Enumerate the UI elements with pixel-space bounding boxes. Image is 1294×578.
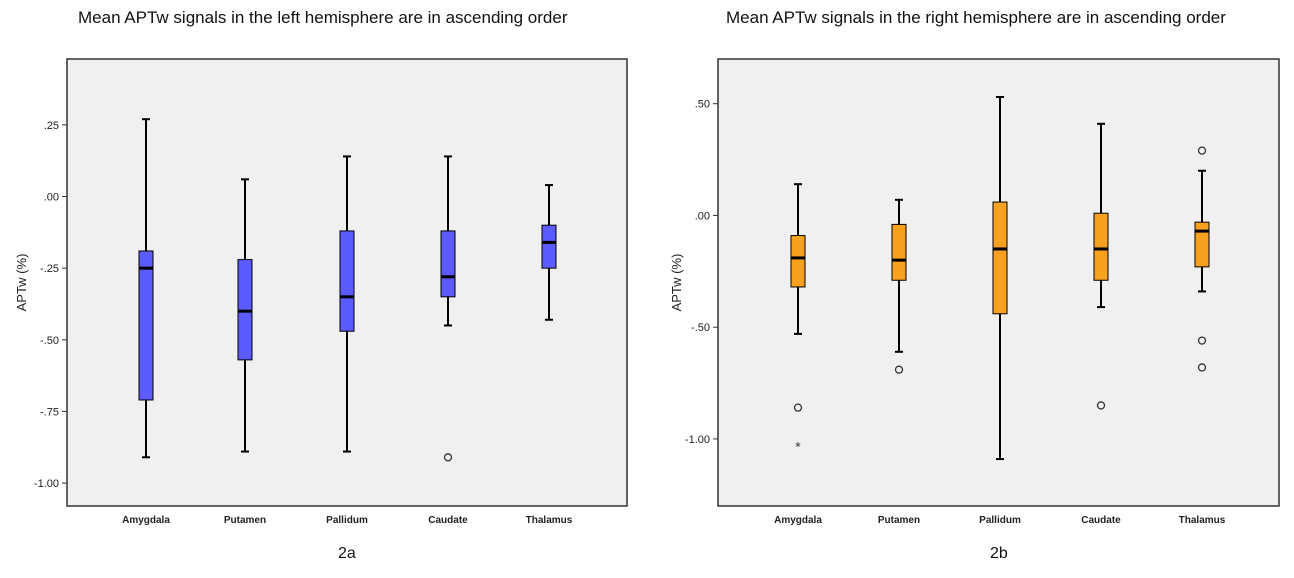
iqr-box xyxy=(339,230,355,332)
y-tick-label: -1.00 xyxy=(685,434,710,446)
x-tick-label: Thalamus xyxy=(1179,515,1226,526)
x-tick-label: Caudate xyxy=(428,515,468,526)
box-caudate xyxy=(440,155,456,462)
outlier-point xyxy=(1096,401,1106,410)
outlier-point xyxy=(443,453,453,462)
iqr-box xyxy=(1093,212,1109,281)
right-hemisphere-boxplot: .50 .00 -.50 -1.00 APTw (%) * Amygdala Putamen P… xyxy=(669,58,1280,526)
iqr-box xyxy=(891,223,907,281)
outlier-point xyxy=(1197,336,1207,345)
x-tick-label: Putamen xyxy=(224,515,266,526)
y-tick-label: -.25 xyxy=(40,263,59,275)
y-tick-label: -.50 xyxy=(40,335,59,347)
x-tick-label: Amygdala xyxy=(774,515,822,526)
x-tick-label: Thalamus xyxy=(526,515,573,526)
left-hemisphere-boxplot: .25 .00 -.25 -.50 -.75 -1.00 APTw (%) Amygdala P… xyxy=(14,58,628,526)
y-tick-label: .25 xyxy=(44,120,59,132)
box-amygdala: * xyxy=(790,183,806,455)
iqr-box xyxy=(440,230,456,298)
y-axis-label: APTw (%) xyxy=(14,254,29,312)
x-tick-label: Pallidum xyxy=(979,515,1021,526)
y-tick-label: -.50 xyxy=(691,322,710,334)
outlier-point xyxy=(1197,146,1207,155)
x-tick-label: Caudate xyxy=(1081,515,1121,526)
y-tick-label: .00 xyxy=(695,210,710,222)
x-tick-label: Putamen xyxy=(878,515,920,526)
outlier-point xyxy=(793,403,803,412)
figure-caption-2a: 2a xyxy=(338,545,356,562)
figure-caption-2b: 2b xyxy=(990,545,1008,562)
outlier-point xyxy=(894,365,904,374)
extreme-point: * xyxy=(795,439,801,455)
iqr-box xyxy=(1194,221,1210,268)
box-putamen xyxy=(237,178,253,453)
y-tick-label: .00 xyxy=(44,192,59,204)
y-tick-label: -.75 xyxy=(40,406,59,418)
chart-title-left: Mean APTw signals in the left hemisphere… xyxy=(78,8,568,27)
iqr-box xyxy=(790,235,806,288)
box-amygdala xyxy=(138,118,154,459)
x-tick-label: Amygdala xyxy=(122,515,170,526)
chart-title-right: Mean APTw signals in the right hemispher… xyxy=(726,8,1226,27)
box-putamen xyxy=(891,198,907,374)
box-pallidum xyxy=(339,155,355,453)
box-thalamus xyxy=(1194,146,1210,372)
y-tick-label: .50 xyxy=(695,99,710,111)
box-pallidum xyxy=(992,95,1008,461)
iqr-box xyxy=(992,201,1008,315)
x-tick-label: Pallidum xyxy=(326,515,368,526)
y-tick-label: -1.00 xyxy=(34,478,59,490)
iqr-box xyxy=(541,224,557,269)
box-thalamus xyxy=(541,184,557,321)
box-caudate xyxy=(1093,122,1109,410)
outlier-point xyxy=(1197,363,1207,372)
y-axis-label: APTw (%) xyxy=(669,254,684,312)
iqr-box xyxy=(138,250,154,401)
